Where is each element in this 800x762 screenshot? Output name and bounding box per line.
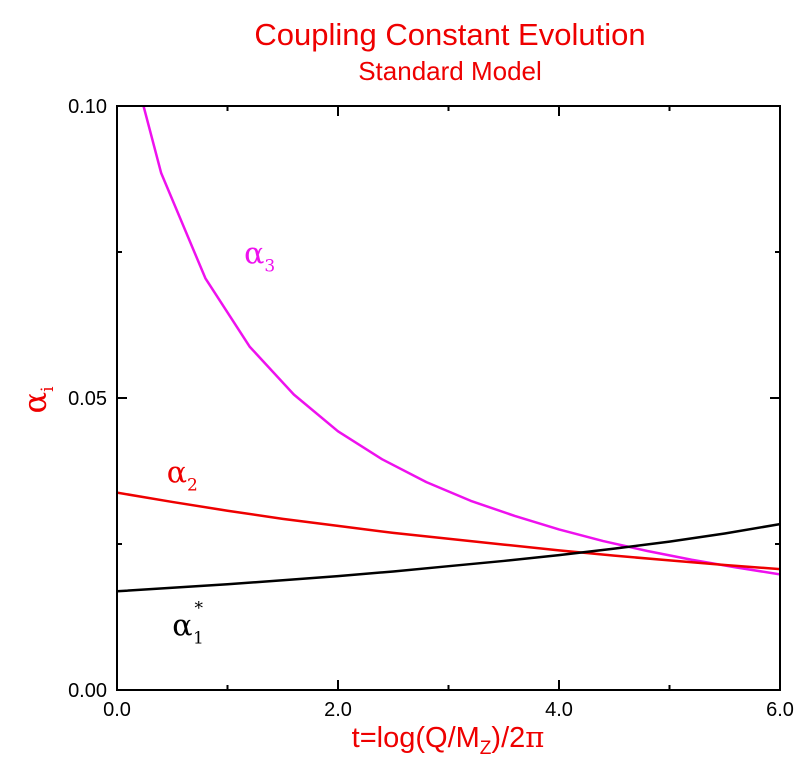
- series-line-1: [142, 106, 780, 576]
- series-label-subscript-2: 2: [187, 476, 198, 496]
- series-label-2: α2: [167, 456, 198, 496]
- series-label-superscript-3: *: [195, 599, 204, 619]
- y-tick-label-2: 0.10: [68, 96, 107, 118]
- series-line-3: [117, 522, 780, 593]
- x-axis-label: t=log(Q/MZ)/2π: [352, 720, 545, 759]
- y-axis-label-subscript: i: [38, 386, 58, 392]
- x-tick-label-3: 6.0: [766, 699, 794, 721]
- series-label-3: α * 1: [172, 599, 204, 649]
- series-group: [117, 106, 780, 593]
- chart-title: Coupling Constant Evolution: [254, 17, 645, 52]
- x-tick-label-0: 0.0: [103, 699, 131, 721]
- plot-frame: [116, 105, 781, 691]
- x-axis-label-suffix: )/2: [491, 722, 525, 754]
- x-tick-label-2: 4.0: [545, 699, 573, 721]
- series-label-symbol-1: α: [244, 237, 264, 272]
- chart-subtitle: Standard Model: [358, 56, 542, 86]
- series-label-1: α3: [244, 237, 275, 277]
- x-axis-label-subscript: Z: [480, 738, 492, 759]
- ticks-group: 0.0 2.0 4.0 6.0 0.00 0.05 0.10: [68, 96, 794, 721]
- x-tick-label-1: 2.0: [324, 699, 352, 721]
- series-label-subscript-3: 1: [193, 629, 204, 649]
- y-axis-label: αi: [16, 386, 58, 414]
- series-label-symbol-3: α: [172, 609, 192, 644]
- y-tick-label-1: 0.05: [68, 388, 107, 410]
- x-axis-label-pi: π: [525, 720, 544, 754]
- series-label-subscript-1: 3: [264, 257, 275, 277]
- y-axis-label-symbol: α: [16, 392, 54, 414]
- series-label-symbol-2: α: [167, 456, 187, 491]
- y-tick-label-0: 0.00: [68, 680, 107, 702]
- series-line-2: [117, 491, 780, 571]
- x-axis-label-prefix: t=log(Q/M: [352, 722, 480, 754]
